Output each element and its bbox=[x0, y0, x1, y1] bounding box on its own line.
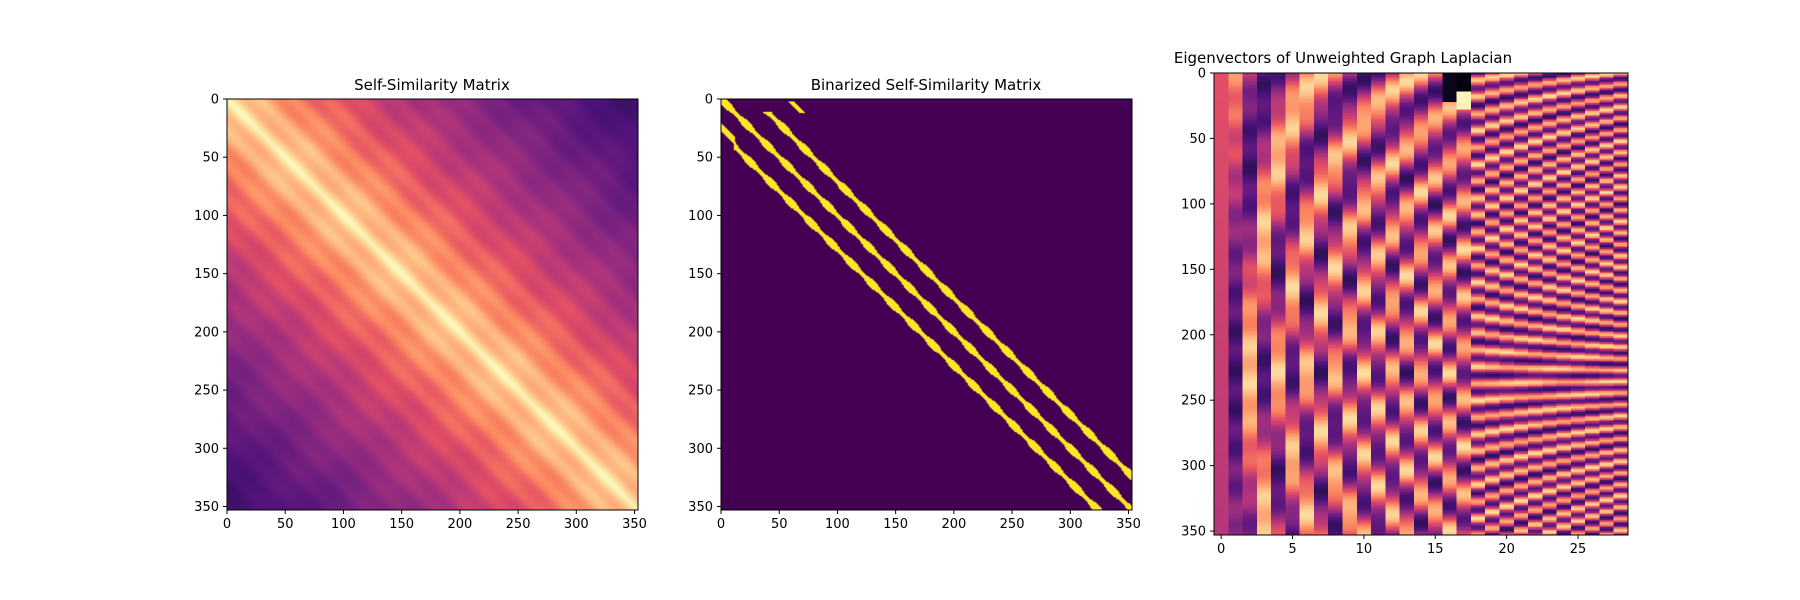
x-tick-label: 250 bbox=[1000, 517, 1025, 532]
y-tick-label: 350 bbox=[1181, 525, 1206, 540]
panel-3-title: Eigenvectors of Unweighted Graph Laplaci… bbox=[1174, 49, 1512, 67]
x-tick-label: 25 bbox=[1570, 542, 1587, 557]
y-tick-label: 200 bbox=[1181, 328, 1206, 343]
panel-3-axes-frame bbox=[1213, 72, 1629, 536]
panel-1-ticks: 0 50 100 150 200 250 300 350 0 50 100 150 200 250 300 3… bbox=[194, 93, 647, 533]
y-tick-label: 300 bbox=[688, 442, 713, 457]
y-tick-label: 150 bbox=[194, 267, 219, 282]
x-tick-label: 350 bbox=[1116, 517, 1141, 532]
y-tick-label: 0 bbox=[705, 93, 713, 108]
x-tick-label: 0 bbox=[223, 517, 231, 532]
y-tick-label: 50 bbox=[1189, 132, 1206, 147]
y-tick-label: 250 bbox=[688, 384, 713, 399]
y-tick-label: 0 bbox=[211, 93, 219, 108]
x-tick-label: 20 bbox=[1498, 542, 1515, 557]
panel-2-heatmap-holder bbox=[721, 99, 1132, 510]
x-tick-label: 100 bbox=[331, 517, 356, 532]
x-tick-label: 5 bbox=[1288, 542, 1296, 557]
y-tick-label: 350 bbox=[194, 500, 219, 515]
x-tick-label: 0 bbox=[717, 517, 725, 532]
y-tick-label: 200 bbox=[194, 325, 219, 340]
panel-2-title: Binarized Self-Similarity Matrix bbox=[811, 76, 1042, 94]
x-tick-label: 250 bbox=[506, 517, 531, 532]
y-tick-label: 100 bbox=[194, 209, 219, 224]
y-tick-label: 150 bbox=[1181, 263, 1206, 278]
y-tick-label: 300 bbox=[194, 442, 219, 457]
y-tick-label: 300 bbox=[1181, 459, 1206, 474]
panel-1-heatmap-holder bbox=[227, 99, 638, 510]
y-tick-label: 250 bbox=[194, 384, 219, 399]
y-tick-label: 100 bbox=[688, 209, 713, 224]
self-similarity-heatmap bbox=[227, 99, 638, 510]
panel-eigenvectors: Eigenvectors of Unweighted Graph Laplaci… bbox=[1174, 49, 1629, 558]
x-tick-label: 200 bbox=[447, 517, 472, 532]
x-tick-label: 10 bbox=[1356, 542, 1373, 557]
panel-2-axes-frame bbox=[720, 98, 1133, 511]
panel-2-ticks: 0 50 100 150 200 250 300 350 0 50 100 150 200 250 300 3… bbox=[688, 93, 1141, 533]
panel-3-heatmap-holder bbox=[1214, 73, 1628, 535]
panel-1-title: Self-Similarity Matrix bbox=[354, 76, 510, 94]
x-tick-label: 150 bbox=[389, 517, 414, 532]
y-tick-label: 150 bbox=[688, 267, 713, 282]
x-tick-label: 200 bbox=[941, 517, 966, 532]
y-tick-label: 50 bbox=[696, 151, 713, 166]
y-tick-label: 50 bbox=[202, 151, 219, 166]
x-tick-label: 15 bbox=[1427, 542, 1444, 557]
x-tick-label: 50 bbox=[277, 517, 294, 532]
y-tick-label: 100 bbox=[1181, 197, 1206, 212]
x-tick-label: 100 bbox=[825, 517, 850, 532]
x-tick-label: 50 bbox=[771, 517, 788, 532]
binarized-heatmap bbox=[721, 99, 1132, 510]
panel-binarized: Binarized Self-Similarity Matrix 0 50 100 1… bbox=[688, 76, 1141, 532]
panel-1-axes-frame bbox=[226, 98, 639, 511]
y-tick-label: 250 bbox=[1181, 394, 1206, 409]
y-tick-label: 0 bbox=[1198, 67, 1206, 82]
y-tick-label: 200 bbox=[688, 325, 713, 340]
x-tick-label: 300 bbox=[564, 517, 589, 532]
panel-self-similarity: Self-Similarity Matrix 0 50 100 150 200 250 30… bbox=[194, 76, 647, 532]
x-tick-label: 0 bbox=[1217, 542, 1225, 557]
x-tick-label: 300 bbox=[1058, 517, 1083, 532]
eigenvector-heatmap bbox=[1214, 73, 1628, 535]
y-tick-label: 350 bbox=[688, 500, 713, 515]
x-tick-label: 150 bbox=[883, 517, 908, 532]
x-tick-label: 350 bbox=[622, 517, 647, 532]
